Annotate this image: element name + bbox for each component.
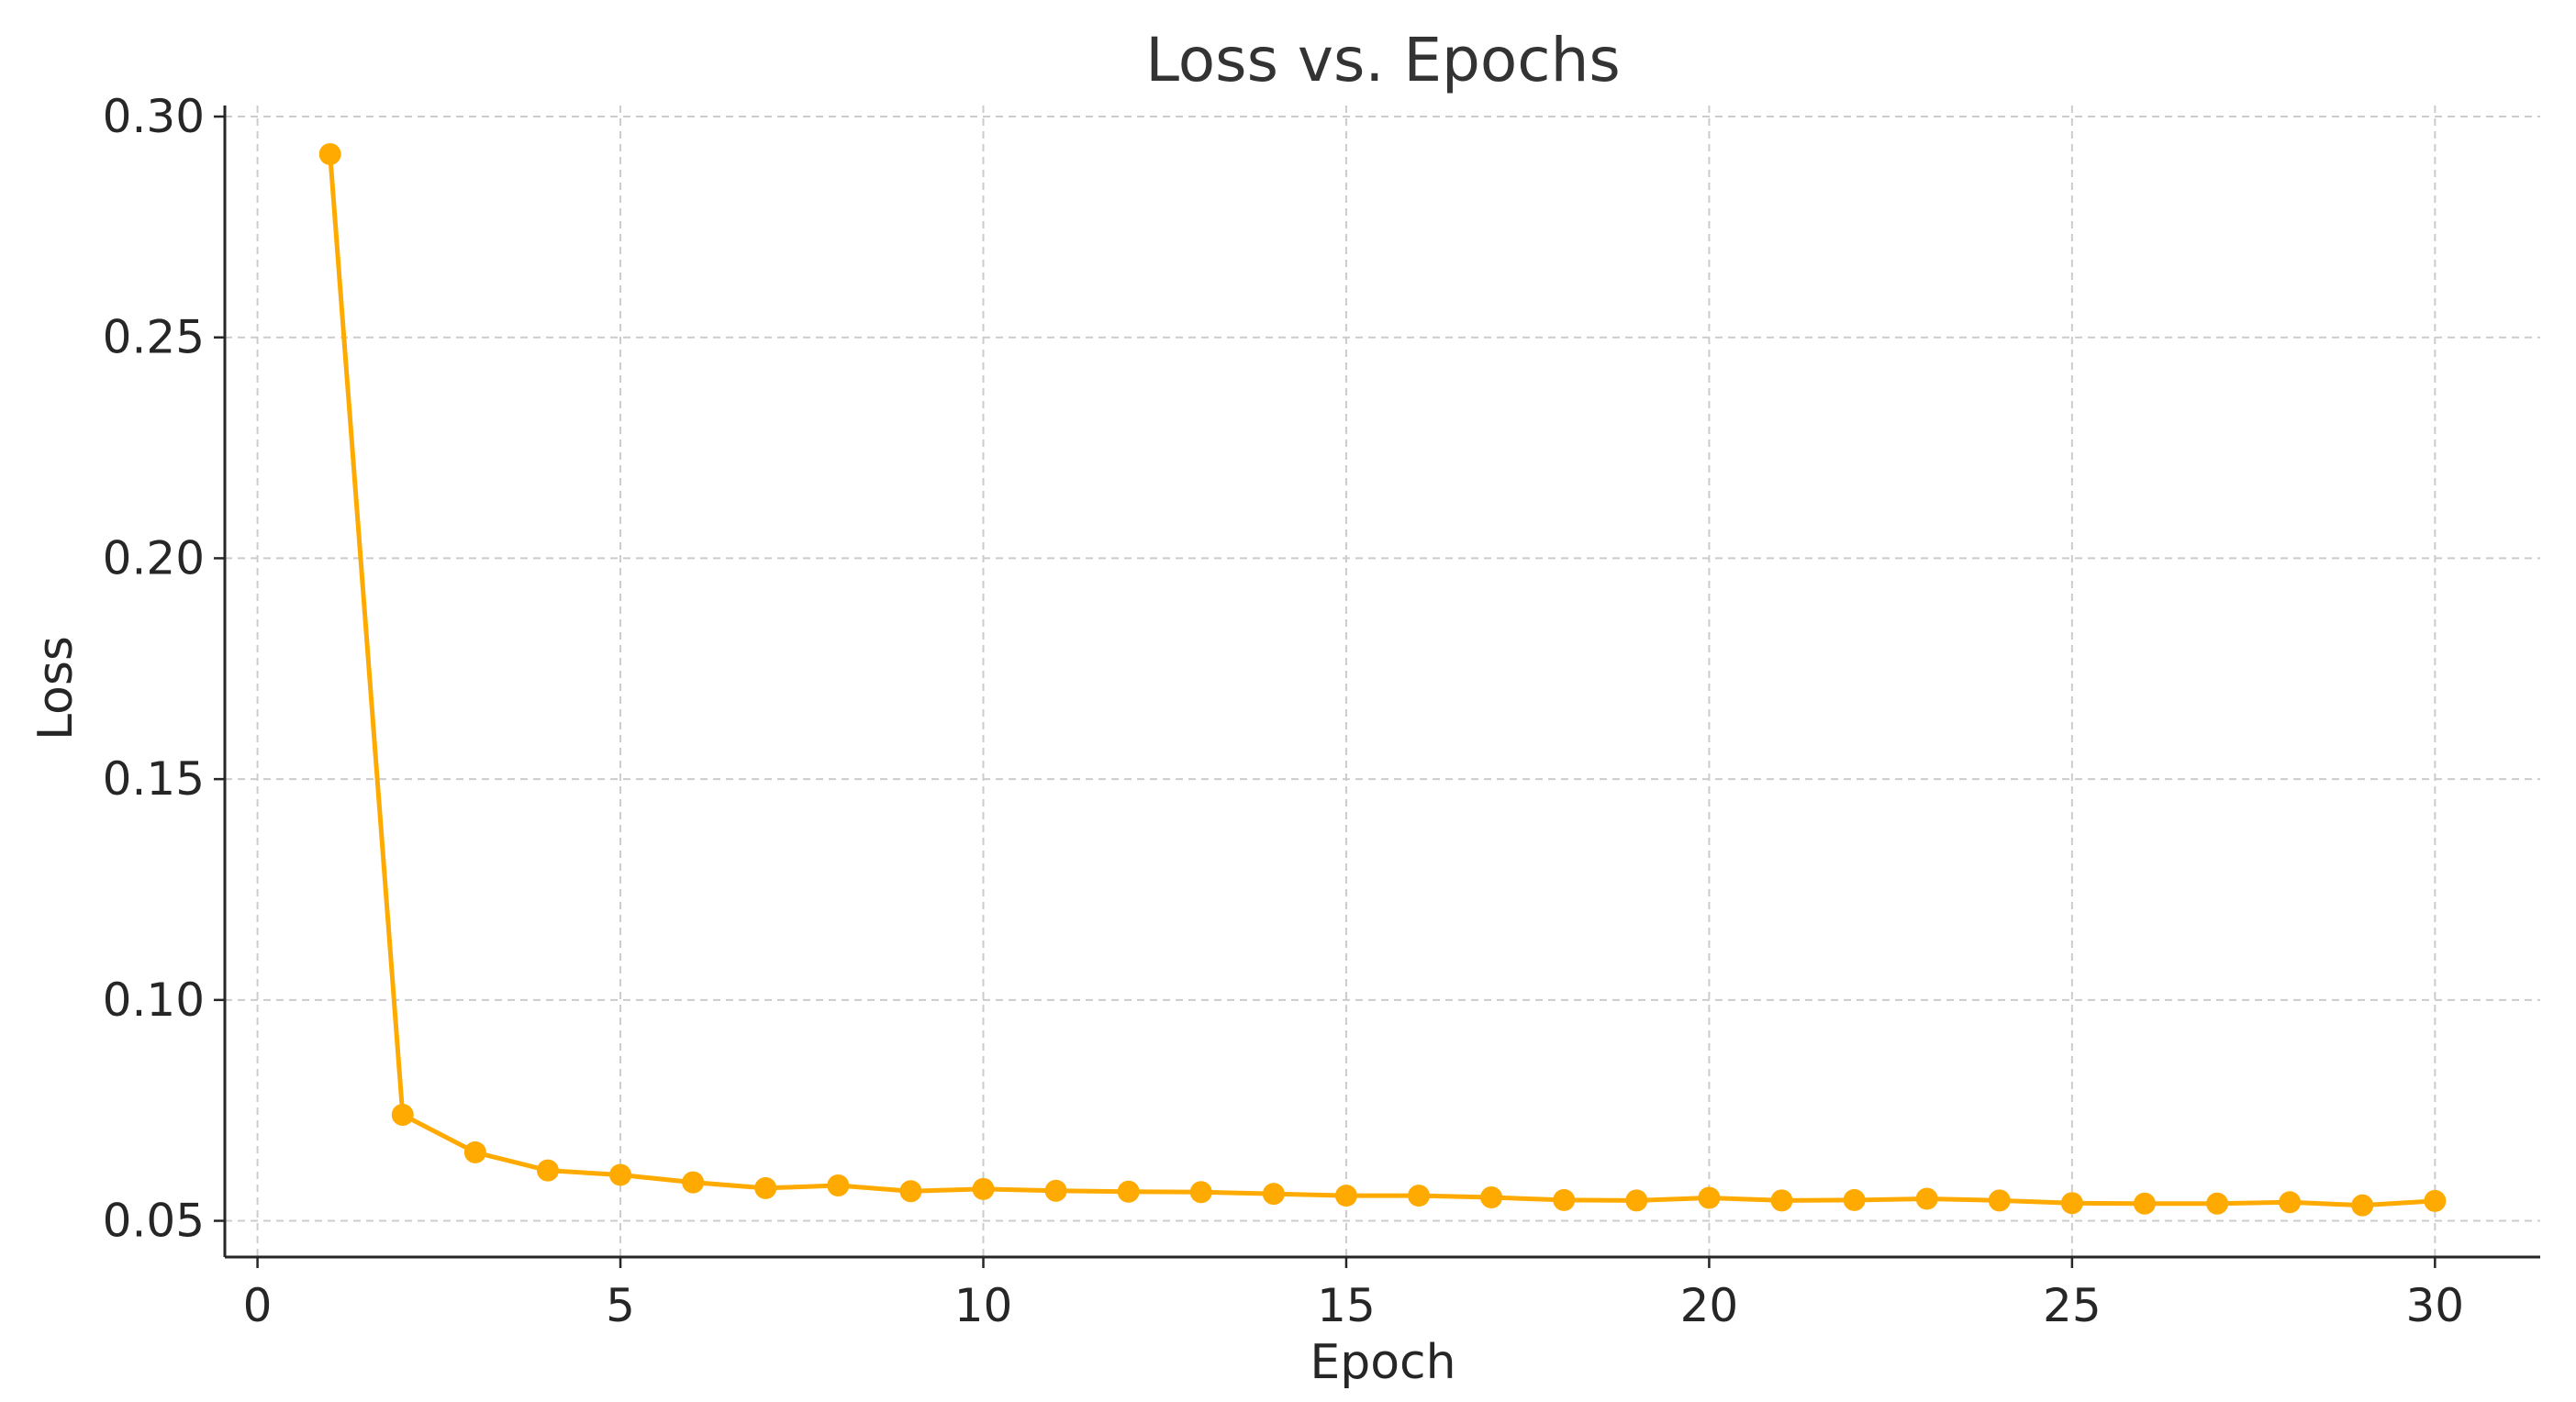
y-tick-label: 0.05 — [103, 1195, 205, 1248]
loss-data-point — [1408, 1185, 1431, 1207]
loss-data-point — [2206, 1192, 2229, 1215]
loss-data-point — [1262, 1183, 1285, 1206]
loss-data-point — [754, 1176, 777, 1199]
loss-data-point — [1915, 1187, 1938, 1210]
loss-data-point — [1843, 1188, 1866, 1211]
loss-data-point — [1553, 1188, 1576, 1211]
loss-series-line — [328, 151, 2437, 1208]
chart-title: Loss vs. Epochs — [1145, 25, 1621, 95]
loss-data-point — [1988, 1189, 2011, 1212]
loss-data-point — [1189, 1181, 1212, 1204]
loss-data-point — [827, 1174, 850, 1197]
x-tick-label: 30 — [2406, 1279, 2465, 1332]
loss-data-point — [1117, 1180, 1140, 1203]
x-tick-label: 5 — [606, 1279, 635, 1332]
axes — [223, 106, 2540, 1259]
loss-data-point — [1334, 1185, 1357, 1207]
loss-data-point — [318, 142, 341, 165]
loss-data-point — [1770, 1189, 1793, 1212]
loss-data-point — [609, 1163, 632, 1186]
y-tick-label: 0.30 — [103, 90, 205, 143]
loss-data-point — [972, 1177, 995, 1200]
x-tick-label: 10 — [954, 1279, 1013, 1332]
loss-data-point — [2133, 1192, 2156, 1215]
y-axis-label: Loss — [28, 636, 84, 740]
grid — [225, 106, 2540, 1257]
loss-data-point — [1480, 1186, 1503, 1209]
loss-data-point — [1044, 1179, 1067, 1202]
loss-data-point — [463, 1141, 486, 1163]
loss-data-point — [899, 1180, 922, 1203]
loss-data-point — [2060, 1192, 2083, 1215]
series — [318, 142, 2447, 1217]
x-tick-label: 15 — [1317, 1279, 1376, 1332]
y-tick-label: 0.20 — [103, 531, 205, 584]
loss-data-point — [682, 1171, 705, 1194]
loss-data-point — [2279, 1191, 2302, 1214]
y-tick-label: 0.15 — [103, 752, 205, 806]
loss-data-point — [1698, 1186, 1721, 1209]
x-tick-label: 25 — [2043, 1279, 2102, 1332]
ticks: 0 5 10 15 20 25 30 0.05 0.10 0.15 0.20 0.25 0.30 — [103, 90, 2464, 1332]
x-tick-label: 20 — [1680, 1279, 1739, 1332]
x-tick-label: 0 — [243, 1279, 273, 1332]
y-tick-label: 0.10 — [103, 974, 205, 1027]
y-tick-label: 0.25 — [103, 311, 205, 364]
x-axis-label: Epoch — [1310, 1335, 1455, 1390]
loss-data-point — [2351, 1194, 2374, 1217]
loss-data-point — [391, 1103, 414, 1126]
loss-data-point — [2424, 1189, 2447, 1212]
loss-data-point — [536, 1159, 559, 1182]
loss-data-point — [1625, 1189, 1648, 1212]
